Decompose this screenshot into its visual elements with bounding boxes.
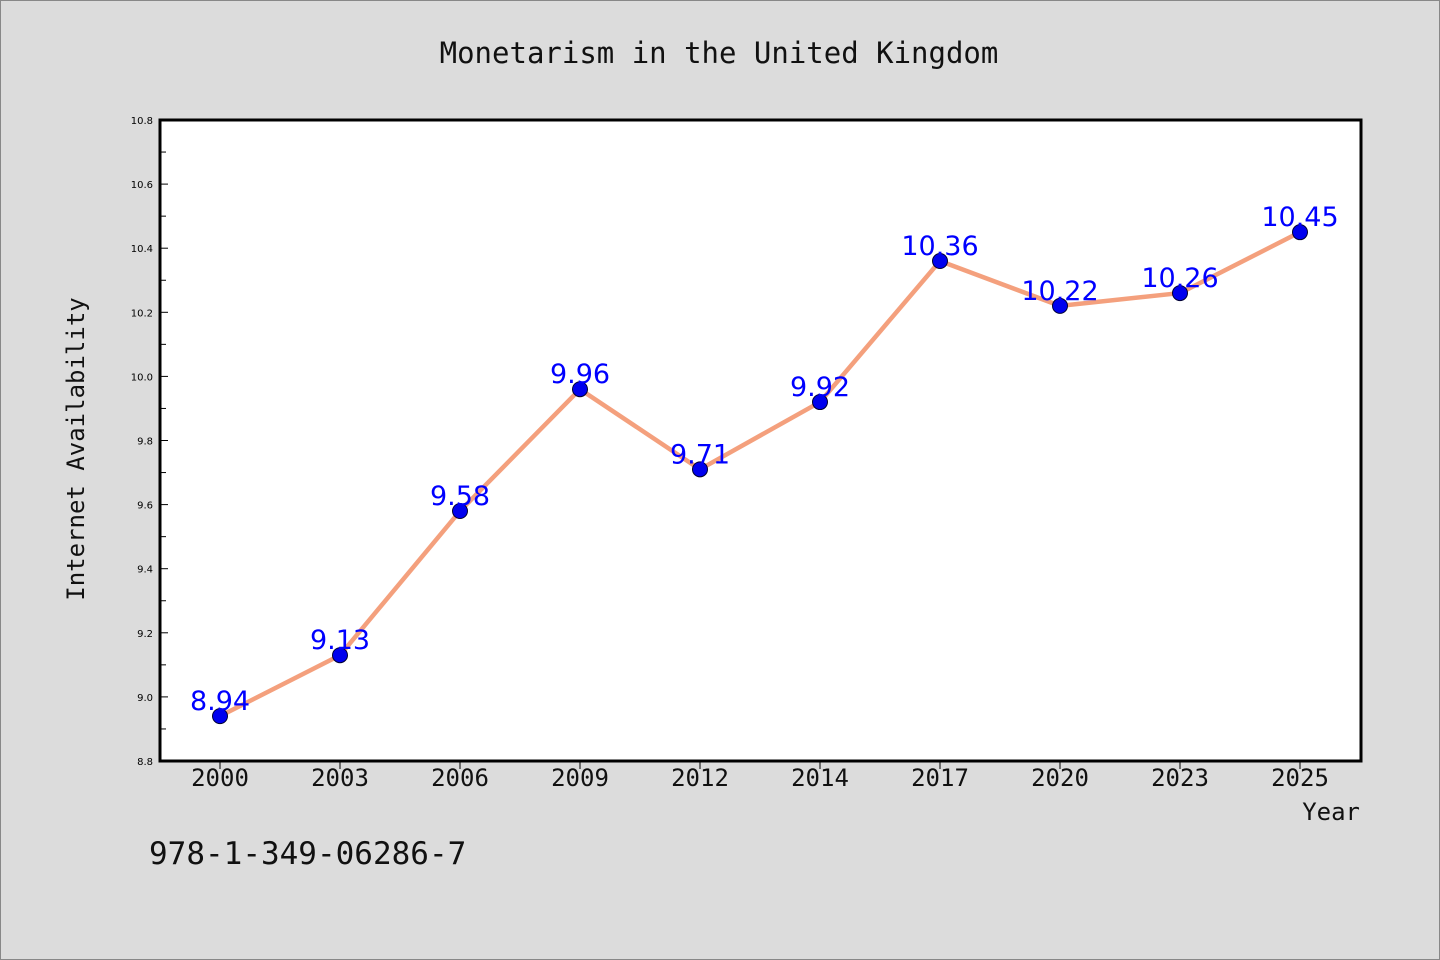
data-point [572, 381, 588, 398]
chart-title: Monetarism in the United Kingdom [440, 36, 999, 70]
data-label: 9.92 [790, 372, 850, 403]
x-tick-label: 2003 [311, 764, 369, 792]
x-axis: 2000 2003 2006 2009 2012 2014 2017 2020 2023 2025 [191, 761, 1329, 792]
y-tick-label: 9.4 [137, 565, 153, 576]
isbn-annotation: 978-1-349-06286-7 [149, 836, 466, 872]
y-tick-label: 10.6 [131, 180, 153, 191]
data-point [1172, 285, 1188, 302]
data-label: 10.36 [901, 231, 978, 262]
data-point [332, 647, 348, 664]
y-tick-label: 9.8 [137, 437, 153, 448]
series-line-group [217, 229, 1303, 719]
x-tick-label: 2012 [671, 764, 729, 792]
data-label: 9.13 [310, 625, 370, 656]
data-point [452, 503, 468, 520]
data-point [1292, 224, 1308, 241]
x-tick-label: 2014 [791, 764, 849, 792]
x-tick-label: 2017 [911, 764, 969, 792]
data-label: 9.71 [670, 439, 730, 470]
x-tick-label: 2023 [1151, 764, 1209, 792]
data-label: 10.22 [1021, 276, 1098, 307]
data-label: 9.96 [550, 359, 610, 390]
markers-group [212, 224, 1308, 725]
data-label: 9.58 [430, 481, 490, 512]
x-tick-label: 2000 [191, 764, 249, 792]
y-tick-label: 9.6 [137, 501, 153, 512]
data-point [1052, 297, 1068, 314]
data-label: 10.45 [1261, 202, 1338, 233]
data-point [692, 461, 708, 478]
y-tick-label: 10.8 [131, 116, 153, 127]
y-axis: 8.8 9.0 9.2 9.4 9.6 9.8 10.0 10.2 10.4 10.6 10.8 [131, 116, 168, 768]
data-point [932, 253, 948, 270]
x-tick-label: 2006 [431, 764, 489, 792]
x-tick-label: 2020 [1031, 764, 1089, 792]
y-tick-label: 8.8 [137, 757, 153, 768]
y-tick-label: 10.2 [131, 308, 153, 319]
y-tick-label: 10.4 [131, 244, 153, 255]
data-label: 8.94 [190, 686, 250, 717]
data-point [212, 708, 228, 725]
y-tick-label: 9.2 [137, 629, 153, 640]
plot-border [158, 118, 1363, 763]
data-label: 10.26 [1141, 263, 1218, 294]
data-labels-group: 8.94 9.13 9.58 9.96 9.71 9.92 10.36 10.22 10.26 1… [190, 202, 1339, 717]
y-tick-label: 9.0 [137, 693, 153, 704]
x-tick-label: 2025 [1271, 764, 1329, 792]
data-point [812, 394, 828, 411]
y-tick-label: 10.0 [131, 372, 153, 383]
x-tick-label: 2009 [551, 764, 609, 792]
series-line [217, 229, 1303, 719]
plot-area [160, 120, 1361, 761]
x-axis-label: Year [1302, 798, 1360, 826]
y-axis-label: Internet Availability [62, 297, 90, 600]
